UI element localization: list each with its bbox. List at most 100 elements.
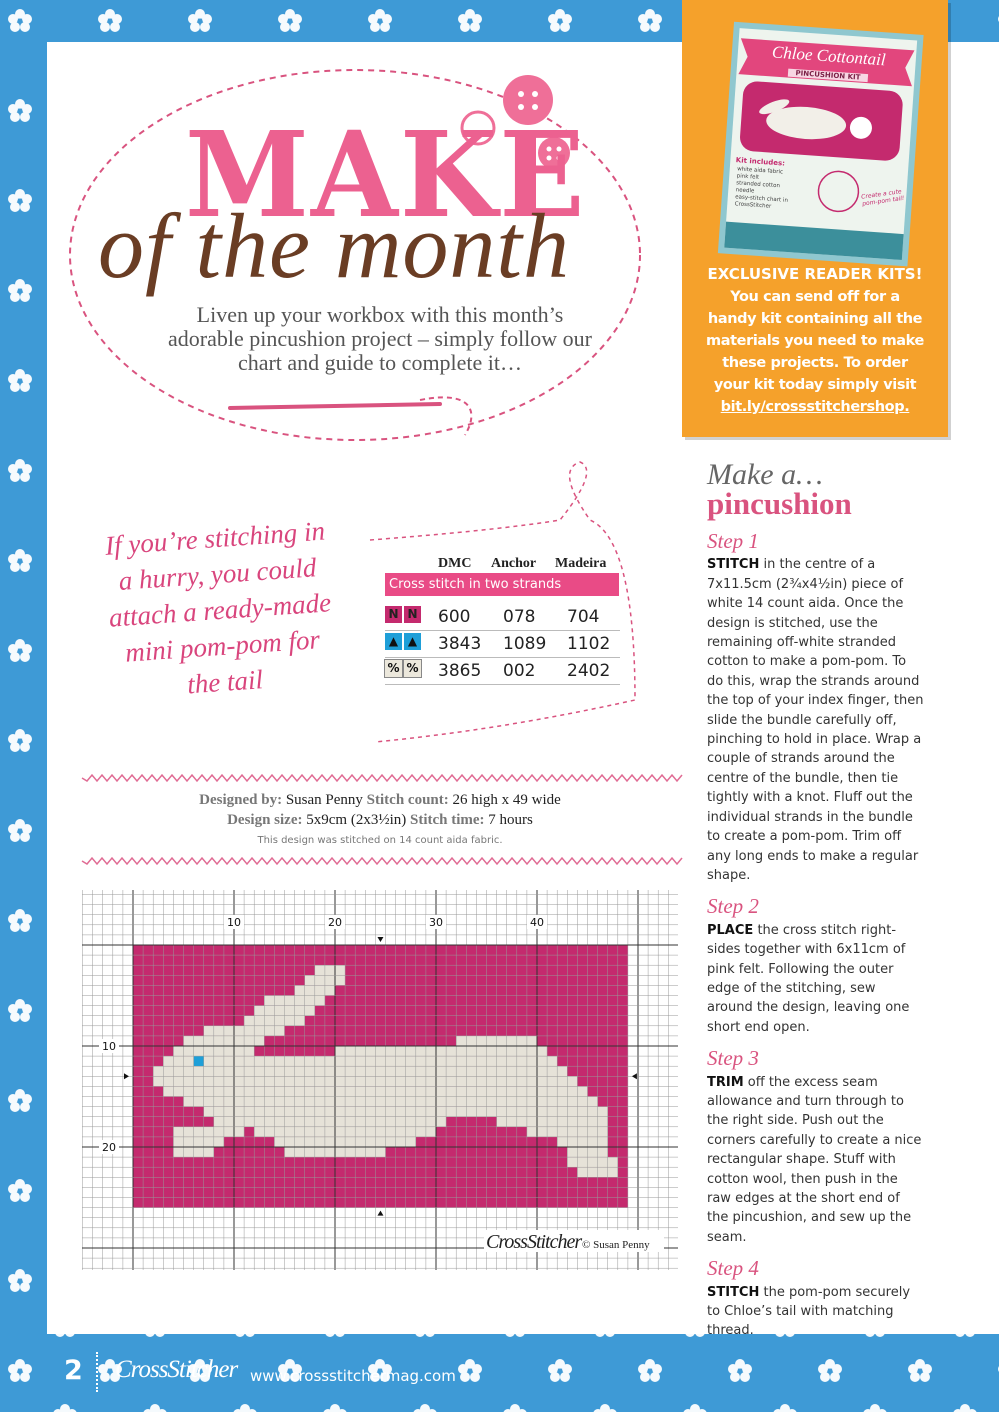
white-stitches (314, 965, 346, 976)
column-label: 40 (530, 916, 544, 929)
footer-url[interactable]: www.crossstitchermag.com (250, 1367, 456, 1385)
kit-link[interactable]: bit.ly/crossstitchershop. (720, 399, 910, 415)
brand-bg (484, 1230, 664, 1252)
label-bg (527, 915, 547, 929)
info-label: Designed by: (199, 792, 283, 808)
chart-credit: © Susan Penny (582, 1239, 650, 1251)
label-bg (224, 915, 244, 929)
white-stitches (173, 1126, 245, 1137)
step-title: Step 4 (707, 1256, 759, 1281)
key-value: 3843 (438, 634, 482, 654)
key-frame (369, 461, 636, 743)
key-row: ▲ ▲ 3843 1089 1102 (385, 631, 620, 658)
divider (81, 773, 683, 783)
key-value: 1102 (567, 634, 611, 654)
row-label: 20 (102, 1141, 116, 1154)
page-number: 2 (64, 1355, 83, 1386)
column-label: 30 (429, 916, 443, 929)
step-lead: TRIM (707, 1074, 744, 1090)
label-bg (325, 915, 345, 929)
footer-brand: CrossStitcher (115, 1356, 238, 1383)
kit-product-title: Chloe Cottontail (771, 42, 887, 70)
step-body: off the excess seam allowance and turn t… (707, 1074, 922, 1245)
key-symbol: % (384, 659, 403, 678)
column-label: 20 (328, 916, 342, 929)
center-arrow (377, 937, 384, 942)
step-title: Step 3 (707, 1046, 759, 1071)
white-stitches (153, 1066, 568, 1077)
step-body: in the centre of a 7x11.5cm (2¾x4½in) pi… (707, 557, 924, 883)
kit-text: You can send off for a handy kit contain… (690, 286, 940, 418)
design-info-line: Designed by: Susan Penny Stitch count: 2… (100, 792, 660, 809)
info-label: Design size: (227, 812, 303, 828)
key-symbol: ▲ (404, 633, 421, 650)
step-text: PLACE the cross stitch right-sides toget… (707, 921, 925, 1037)
divider (81, 856, 683, 866)
label-bg (99, 1140, 119, 1154)
center-arrow (377, 1210, 384, 1216)
kit-pompom (849, 116, 872, 139)
step-lead: STITCH (707, 1284, 760, 1300)
key-header: Madeira (555, 556, 607, 571)
key-row: N N 600 078 704 (385, 604, 620, 631)
white-stitches (557, 1136, 608, 1147)
button (538, 137, 570, 169)
thread (419, 396, 473, 436)
white-stitches (213, 1116, 447, 1127)
label-bg (426, 915, 446, 929)
kit-body: You can send off for a handy kit contain… (706, 289, 924, 393)
label-bg (99, 1039, 119, 1053)
white-stitches (335, 1046, 447, 1057)
kit-ribbon (738, 38, 915, 87)
chart-brand: CrossStitcher (486, 1231, 582, 1253)
button (460, 110, 496, 146)
step-lead: PLACE (707, 922, 754, 938)
key-value: 704 (567, 607, 600, 627)
kit-promo: EXCLUSIVE READER KITS! You can send off … (690, 265, 940, 418)
info-label: Stitch count: (366, 792, 449, 808)
white-stitches (567, 1157, 618, 1168)
white-stitches (223, 1096, 598, 1107)
step-body: the pom-pom securely to Chloe’s tail wit… (707, 1284, 911, 1339)
key-value: 002 (503, 661, 536, 681)
key-section: Cross stitch in two strands (385, 573, 619, 596)
white-stitches (173, 1136, 224, 1147)
kit-heading: EXCLUSIVE READER KITS! (707, 265, 923, 283)
key-header: DMC (438, 556, 472, 571)
instructions-heading-2: pincushion (707, 486, 852, 521)
kit-card-footer (724, 221, 904, 261)
key-symbol: ▲ (385, 633, 402, 650)
key-value: 600 (438, 607, 471, 627)
fabric-note: This design was stitched on 14 count aid… (257, 835, 503, 846)
title-frame (69, 69, 641, 441)
center-arrow (631, 1073, 637, 1080)
steps: Step 1 STITCH in the centre of a 7x11.5c… (707, 529, 925, 1353)
step-text: TRIM off the excess seam allowance and t… (707, 1073, 925, 1248)
step-lead: STITCH (707, 557, 760, 573)
white-stitches (496, 1116, 608, 1127)
key-value: 3865 (438, 661, 482, 681)
info-label: Stitch time: (409, 812, 485, 828)
kit-includes-list: white aida fabric pink felt stranded cot… (734, 166, 817, 213)
footer-divider (96, 1352, 98, 1392)
info-value: 7 hours (488, 812, 533, 828)
step-title: Step 2 (707, 894, 759, 919)
info-value: 5x9cm (2x3½in) (306, 812, 407, 828)
info-value: Susan Penny (285, 792, 363, 808)
key-header: Anchor (491, 556, 537, 571)
step-text: STITCH the pom-pom securely to Chloe’s t… (707, 1283, 925, 1341)
note: If you’re stitching in a hurry, you coul… (104, 515, 332, 700)
instructions-heading: Make a… (707, 458, 823, 491)
subtitle: of the month (98, 195, 570, 297)
key-value: 078 (503, 607, 536, 627)
step-body: the cross stitch right-sides together wi… (707, 922, 910, 1035)
center-arrow (124, 1073, 129, 1080)
title: MAKE (185, 106, 587, 245)
white-stitches (163, 1056, 558, 1067)
key-symbol: N (404, 606, 421, 623)
step-title: Step 1 (707, 529, 759, 553)
key-symbol: % (403, 659, 422, 678)
key-value: 1089 (503, 634, 547, 654)
eye-stitch (193, 1056, 204, 1067)
